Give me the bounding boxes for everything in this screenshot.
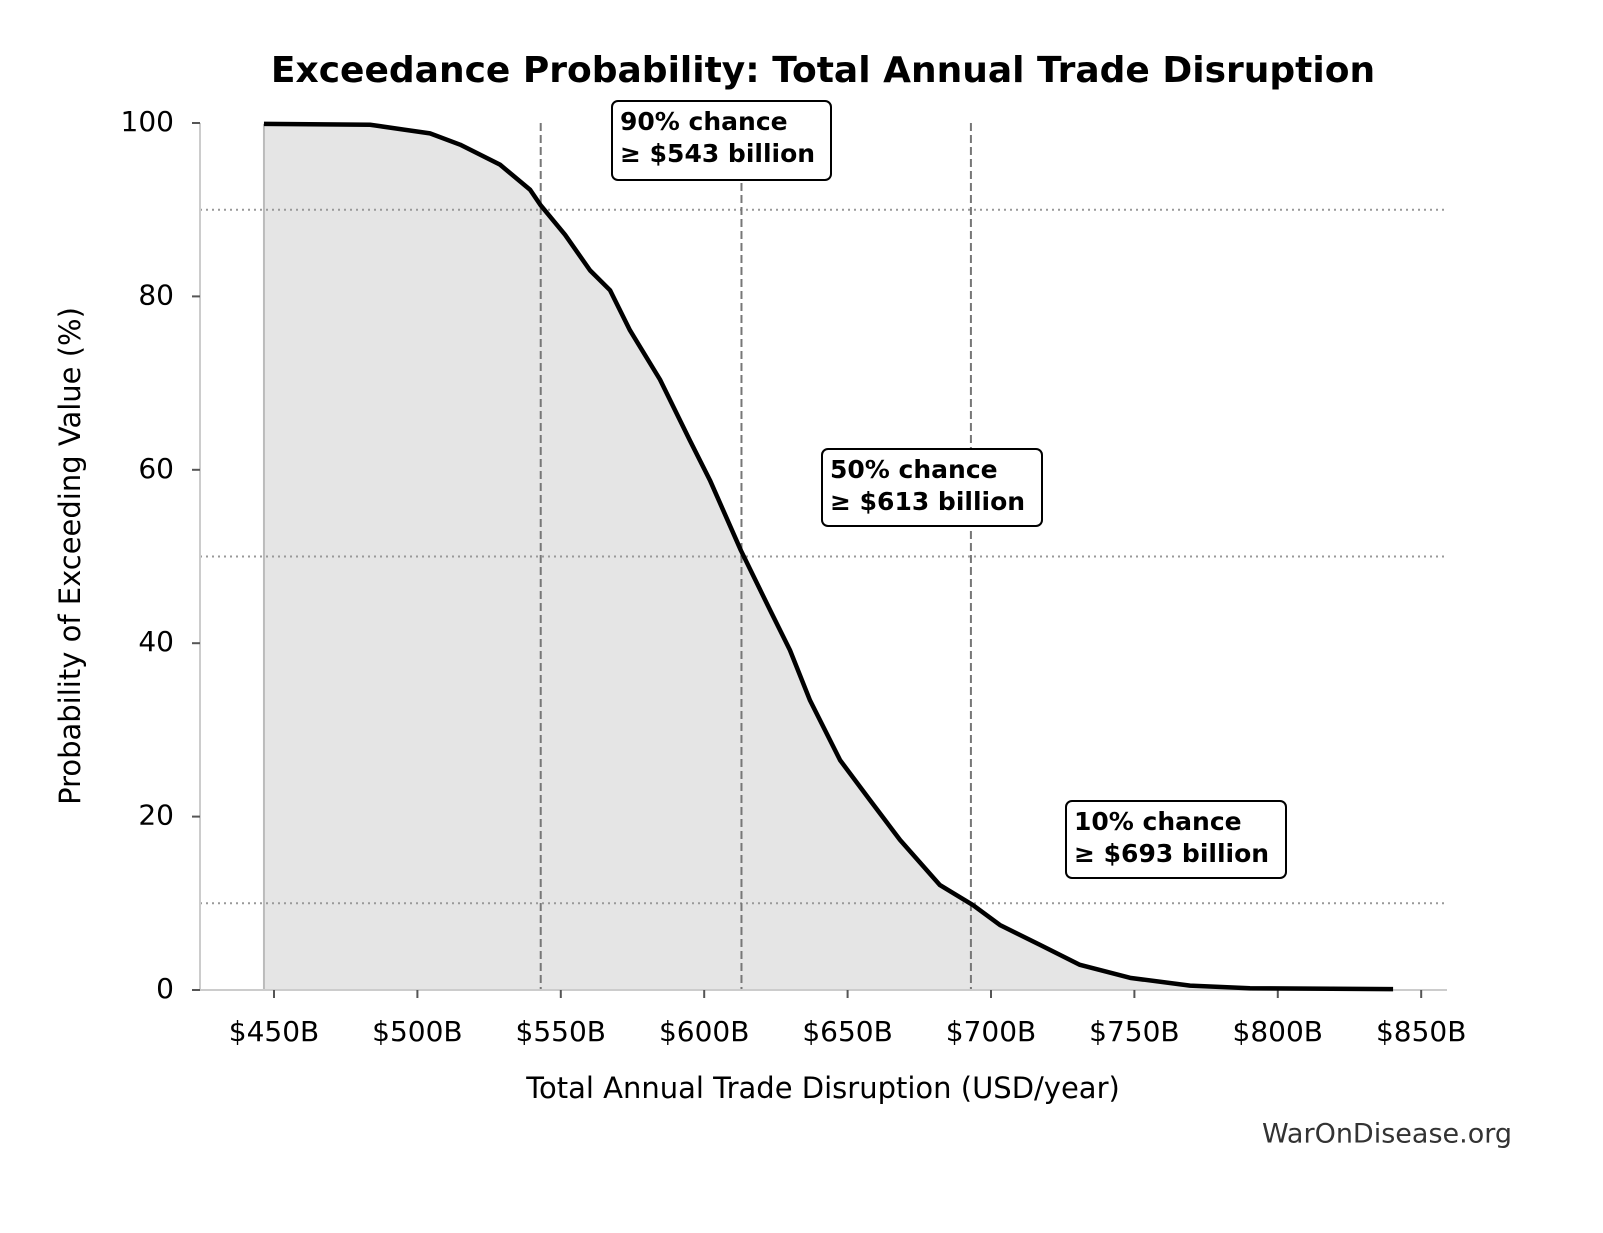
chart-title: Exceedance Probability: Total Annual Tra…	[271, 50, 1375, 91]
x-tick-label: $450B	[229, 1015, 319, 1048]
x-tick-label: $800B	[1233, 1015, 1323, 1048]
y-tick-label: 80	[138, 278, 174, 311]
annotation-box	[611, 100, 832, 181]
y-axis-label: Probability of Exceeding Value (%)	[53, 307, 87, 805]
annotation: 10% chance ≥ $693 billion	[1065, 800, 1287, 879]
x-axis-label: Total Annual Trade Disruption (USD/year)	[525, 1071, 1120, 1105]
annotation-text: ≥ $543 billion	[620, 139, 815, 168]
annotation-box	[821, 448, 1043, 527]
y-tick-label: 60	[138, 452, 174, 485]
data-line	[263, 121, 1394, 992]
x-tick-label: $750B	[1089, 1015, 1179, 1048]
area-fill	[263, 123, 1394, 990]
annotation: 90% chance ≥ $543 billion	[611, 100, 832, 181]
annotation: 50% chance ≥ $613 billion	[821, 448, 1043, 527]
x-tick-label: $650B	[802, 1015, 892, 1048]
y-tick-label: 100	[121, 105, 174, 138]
annotation-text: 10% chance	[1074, 807, 1242, 836]
y-tick-label: 0	[156, 972, 174, 1005]
x-tick-label: $700B	[946, 1015, 1036, 1048]
x-tick-label: $500B	[372, 1015, 462, 1048]
y-tick-label: 20	[138, 799, 174, 832]
annotation-text: 90% chance	[620, 107, 788, 136]
x-tick-label: $600B	[659, 1015, 749, 1048]
y-tick-label: 40	[138, 625, 174, 658]
x-tick-label: $850B	[1376, 1015, 1466, 1048]
annotation-text: ≥ $613 billion	[830, 487, 1025, 516]
annotation-box	[1065, 800, 1287, 879]
source-label: WarOnDisease.org	[1262, 1119, 1512, 1150]
annotation-text: ≥ $693 billion	[1074, 839, 1269, 868]
annotation-text: 50% chance	[830, 455, 998, 484]
x-tick-label: $550B	[516, 1015, 606, 1048]
